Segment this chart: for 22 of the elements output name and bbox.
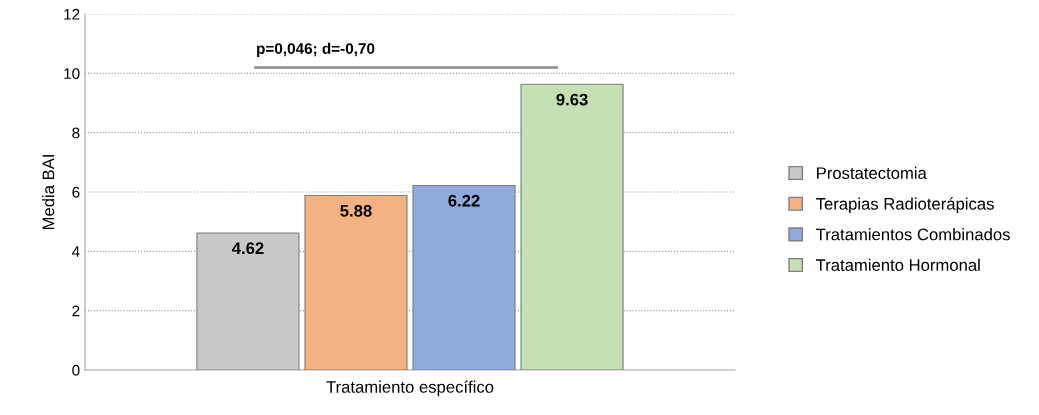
bar <box>196 232 300 370</box>
y-tick-label: 0 <box>72 364 80 376</box>
y-tick-label: 6 <box>72 186 80 198</box>
legend-label: Prostatectomia <box>817 166 927 180</box>
data-label: 5.88 <box>340 204 372 217</box>
data-label: 9.63 <box>556 93 588 106</box>
y-axis-title: Media BAI <box>42 155 55 230</box>
data-label: 4.62 <box>231 242 264 255</box>
annotation: p=0,046; d=-0,70 <box>257 42 375 58</box>
y-tick-label: 8 <box>72 127 80 139</box>
bar <box>412 184 516 370</box>
legend-label: Tratamiento Hormonal <box>816 258 980 271</box>
data-label: 6.22 <box>448 194 480 207</box>
y-tick-label: 4 <box>71 246 80 257</box>
bar <box>304 195 408 370</box>
legend-label: Terapias Radioterápicas <box>816 197 994 214</box>
y-tick-label: 2 <box>72 305 80 317</box>
legend-label: Tratamientos Combinados <box>816 228 1010 241</box>
y-tick-label: 10 <box>64 68 80 80</box>
x-axis-title: Tratamiento específico <box>326 380 494 397</box>
bar <box>520 83 624 370</box>
y-tick-label: 12 <box>64 8 80 20</box>
